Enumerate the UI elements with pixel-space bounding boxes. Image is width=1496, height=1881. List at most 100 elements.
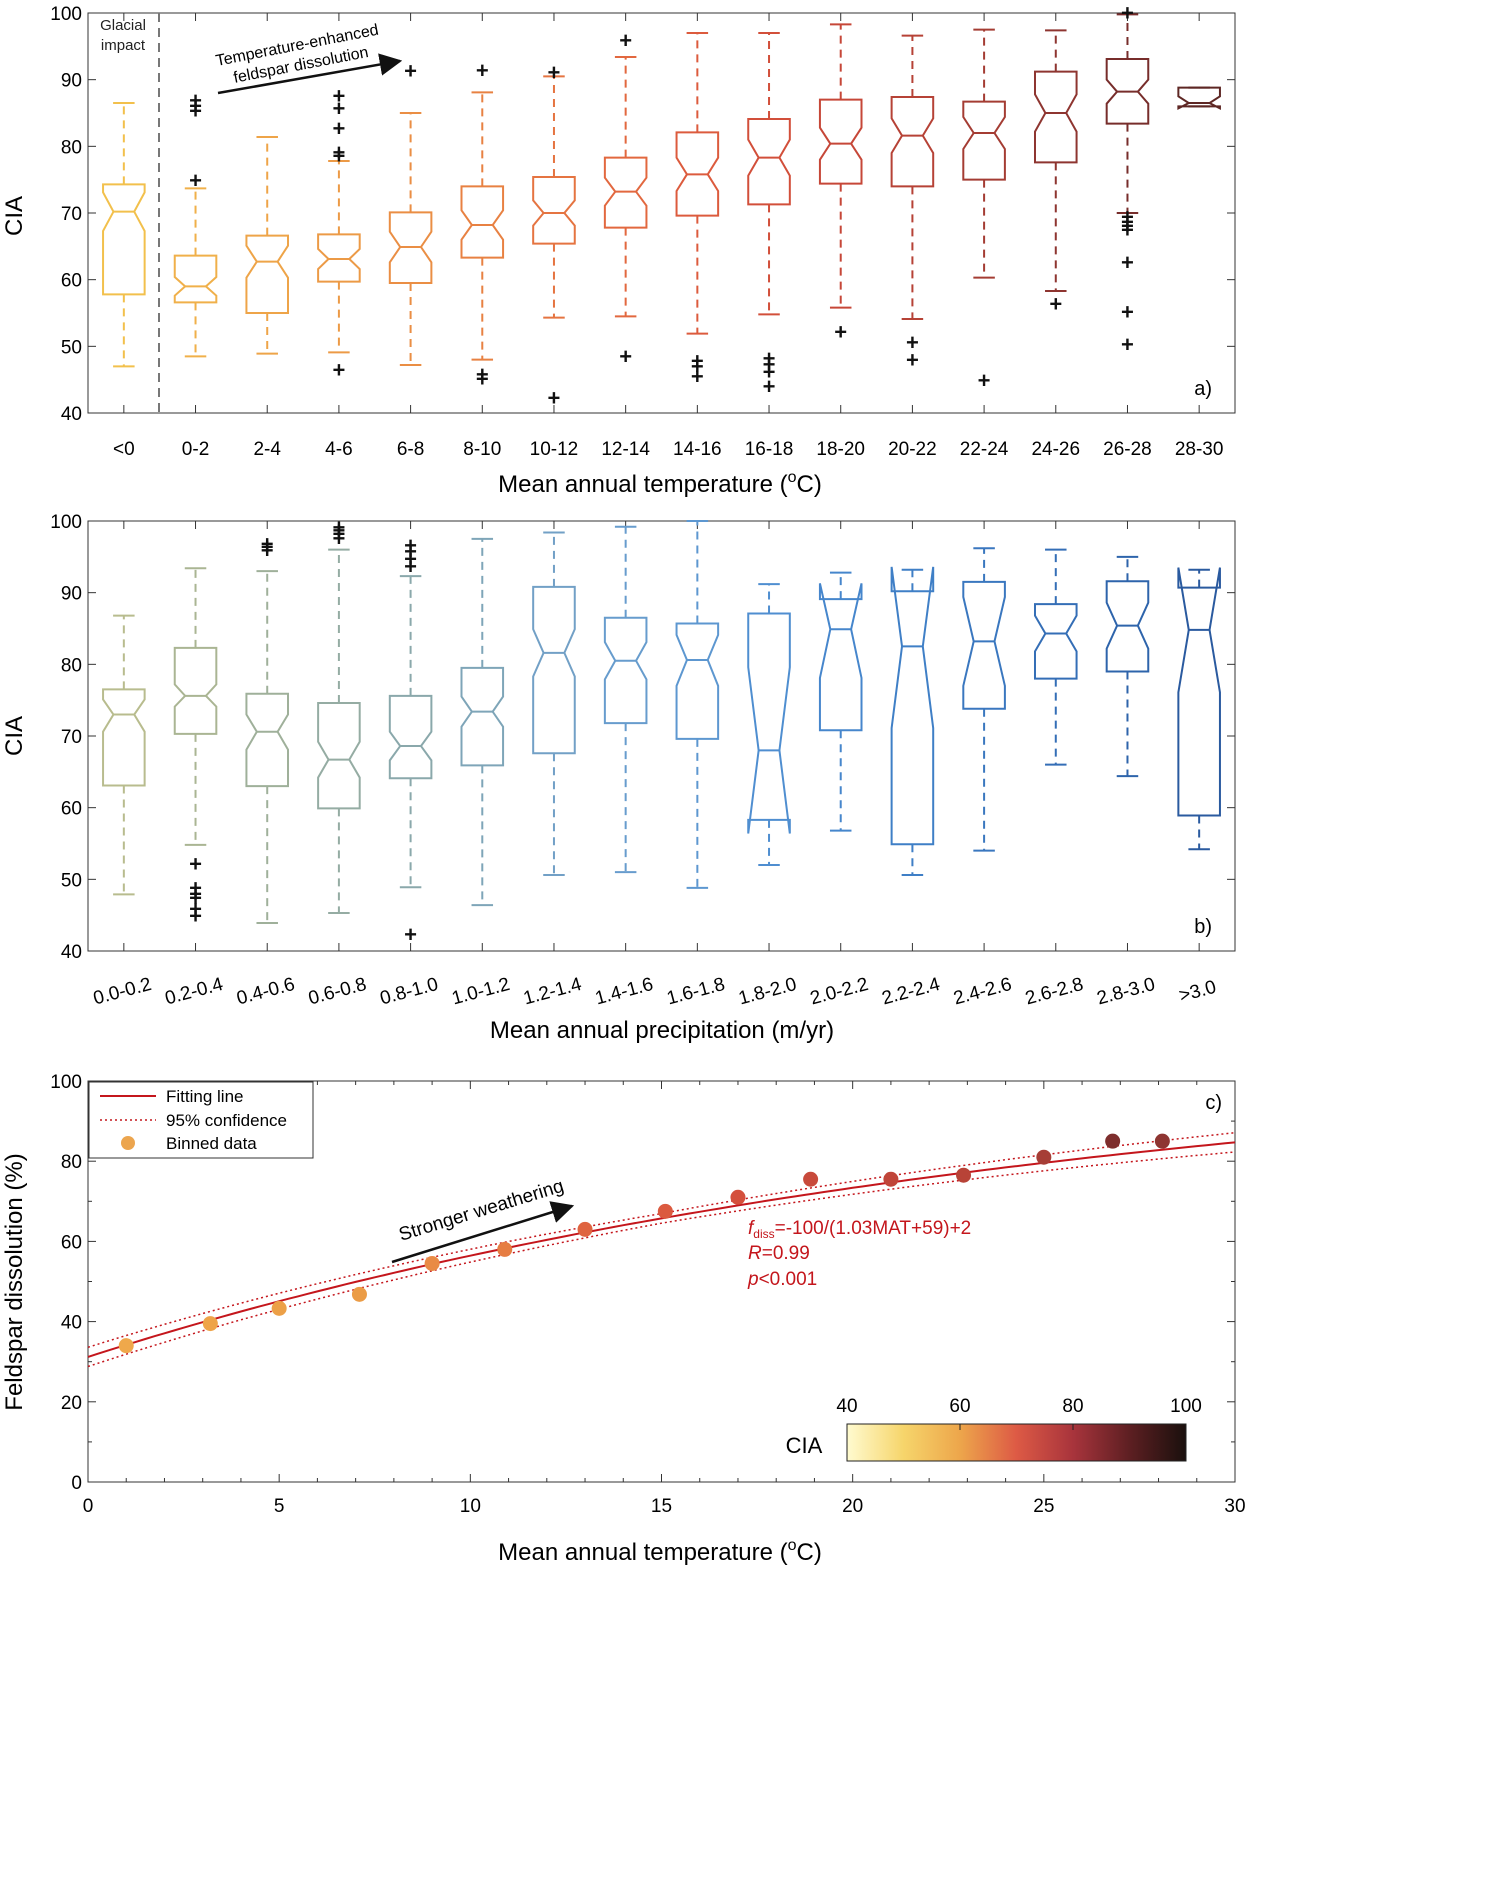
panel-c-legend: Fitting line 95% confidence Binned data	[88, 1081, 314, 1159]
box-group	[675, 520, 720, 889]
y-tick-label: 90	[61, 71, 82, 92]
outlier-marker: +	[1049, 291, 1062, 316]
box-body	[962, 580, 1006, 710]
box-group: ++++	[747, 32, 791, 399]
x-tick-label: >3.0	[1177, 977, 1219, 1007]
x-tick-label: 8-10	[463, 439, 501, 460]
box-body	[818, 98, 863, 185]
y-tick-label: 80	[61, 655, 82, 676]
box-group: +++	[460, 58, 505, 392]
outlier-marker: +	[1121, 209, 1134, 234]
box-group	[890, 566, 935, 877]
box-body	[388, 211, 433, 284]
x-tick-label: 14-16	[673, 439, 722, 460]
outlier-marker: +	[332, 140, 345, 165]
box-body	[102, 183, 146, 296]
panel-a-temperature-boxplot: 40 50 60 70 80 90 100 <0 0-2 2-4 4-6 6-8 8-10 10-12 1…	[1, 1, 1236, 498]
binned-data-point	[956, 1167, 972, 1183]
outlier-marker: +	[261, 538, 274, 563]
box-body	[245, 234, 290, 314]
y-tick-label: 90	[61, 584, 82, 605]
x-tick-label: 10-12	[530, 439, 579, 460]
box-body	[603, 616, 648, 725]
box-body	[1105, 580, 1150, 673]
box-group: +	[818, 23, 863, 344]
box-group: ++	[603, 28, 648, 369]
box-body	[1033, 603, 1078, 680]
outlier-marker: +	[332, 357, 345, 382]
outlier-marker: +	[189, 904, 202, 929]
outlier-marker: +	[332, 143, 345, 168]
outlier-marker: +	[332, 96, 345, 121]
box-body	[1177, 86, 1221, 110]
panel-a-ylabel: CIA	[1, 196, 28, 236]
panel-b-xlabel: Mean annual precipitation (m/yr)	[490, 1017, 834, 1044]
x-tick-label: 2-4	[253, 439, 281, 460]
x-tick-label: 5	[274, 1496, 285, 1517]
y-tick-label: 40	[61, 1313, 82, 1334]
panel-a-x-axis: <0 0-2 2-4 4-6 6-8 8-10 10-12 12-14 14-16 16-18 18…	[113, 13, 1223, 460]
outlier-marker: +	[189, 88, 202, 113]
y-tick-label: 100	[50, 4, 82, 25]
outlier-marker: +	[404, 547, 417, 572]
box-group	[818, 571, 863, 832]
outlier-marker: +	[476, 58, 489, 83]
temperature-arrow	[217, 53, 403, 95]
outlier-marker: +	[261, 535, 274, 560]
panel-c-ylabel: Feldspar dissolution (%)	[1, 1153, 28, 1410]
outlier-marker: +	[1121, 205, 1134, 230]
box-group: ++++++	[317, 83, 361, 382]
binned-data-point	[497, 1241, 513, 1257]
x-tick-label: 22-24	[960, 439, 1009, 460]
panel-c-feldspar-scatter: 0 20 40 60 80 100 0 5 10 15 20 25 30 Feldspar disso…	[1, 1072, 1246, 1566]
box-body	[890, 96, 935, 188]
x-tick-label: 1.8-2.0	[736, 974, 799, 1010]
outlier-marker: +	[404, 539, 417, 564]
outlier-marker: +	[332, 526, 345, 551]
x-tick-label: 0.2-0.4	[163, 974, 226, 1010]
panel-c-x-axis: 0 5 10 15 20 25 30	[83, 1081, 1246, 1517]
binned-data-point	[883, 1171, 899, 1187]
legend-binned-swatch	[121, 1136, 135, 1150]
outlier-marker: +	[476, 367, 489, 392]
box-group: ++++	[317, 515, 361, 915]
binned-data-point	[657, 1203, 673, 1219]
box-group	[603, 525, 648, 874]
y-tick-label: 80	[61, 1152, 82, 1173]
outlier-marker: +	[1121, 213, 1134, 238]
panel-b-boxes: +++++++++ +++++++++	[102, 515, 1221, 947]
x-tick-label: 20	[842, 1496, 863, 1517]
panel-a-label: a)	[1194, 378, 1212, 400]
panel-c-label: c)	[1205, 1092, 1222, 1114]
outlier-marker: +	[404, 922, 417, 947]
legend-ci-label: 95% confidence	[166, 1111, 287, 1130]
box-group	[747, 583, 791, 866]
y-tick-label: 50	[61, 337, 82, 358]
panel-b-frame	[87, 520, 1236, 952]
outlier-marker: +	[763, 346, 776, 371]
x-tick-label: 0.6-0.8	[306, 974, 369, 1010]
binned-data-point	[118, 1338, 134, 1354]
outlier-marker: +	[978, 368, 991, 393]
panel-a-xlabel: Mean annual temperature (oC)	[498, 469, 822, 498]
x-tick-label: 0.4-0.6	[235, 974, 298, 1010]
box-group: +	[1033, 29, 1078, 316]
box-body	[747, 118, 791, 206]
panel-b-ylabel: CIA	[1, 716, 28, 756]
outlier-marker: +	[189, 896, 202, 921]
y-tick-label: 50	[61, 870, 82, 891]
box-body	[173, 254, 218, 304]
outlier-marker: +	[619, 28, 632, 53]
box-group	[1177, 567, 1221, 851]
panel-c-xlabel: Mean annual temperature (oC)	[498, 1537, 822, 1566]
fit-p-value: p<0.001	[747, 1269, 817, 1290]
outlier-marker: +	[332, 515, 345, 540]
x-tick-label: 0-2	[182, 439, 209, 460]
x-tick-label: 4-6	[325, 439, 352, 460]
box-group	[460, 537, 505, 907]
glacial-label-line2: impact	[101, 37, 146, 54]
x-tick-label: 26-28	[1103, 439, 1152, 460]
x-tick-label: 30	[1224, 1496, 1245, 1517]
panel-a-boxes: ++++++++++++++++++++++++++++++++++++++	[102, 1, 1221, 410]
